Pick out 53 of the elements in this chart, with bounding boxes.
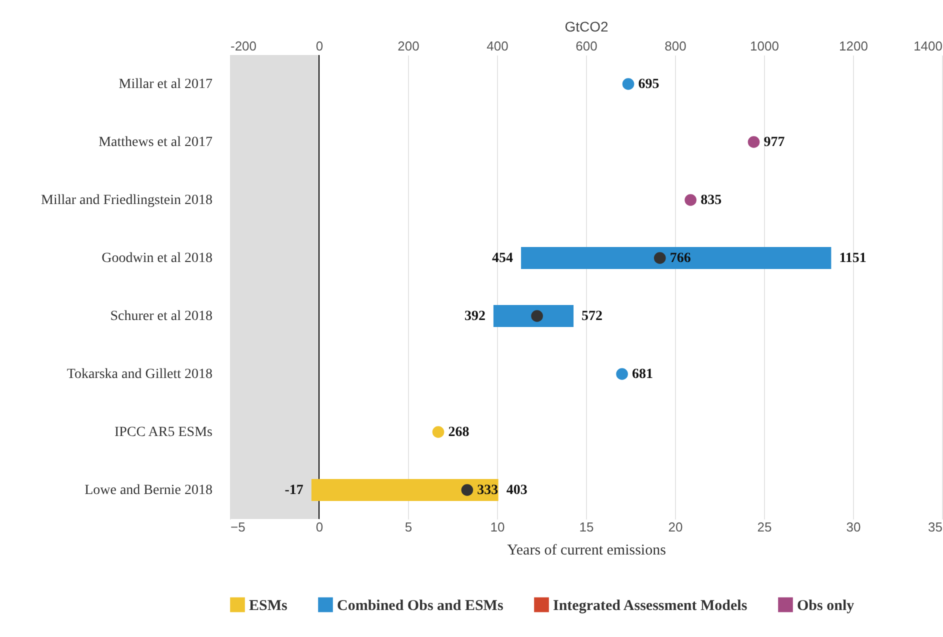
x-tick-label: 800 (664, 38, 686, 54)
x2-tick-label: 30 (846, 520, 861, 534)
y-tick-label: Tokarska and Gillett 2018 (66, 367, 212, 382)
x2-tick-label: 35 (928, 520, 942, 534)
x2-axis-title: Years of current emissions (507, 542, 666, 558)
point (616, 368, 628, 380)
data-label: 977 (764, 135, 785, 150)
legend-label: Combined Obs and ESMs (337, 598, 504, 614)
y-tick-label: IPCC AR5 ESMs (114, 425, 212, 440)
legend-label: Integrated Assessment Models (553, 598, 748, 614)
annotation: 403 (506, 483, 528, 498)
x-tick-label: 1200 (839, 38, 868, 54)
x-tick-label: 400 (486, 38, 508, 54)
annotation: 454 (492, 251, 514, 266)
x2-tick-label: 15 (579, 520, 594, 534)
point (461, 484, 474, 496)
x-tick-label: 200 (398, 38, 420, 54)
x-tick-label: 600 (576, 38, 598, 54)
annotation: 1151 (839, 251, 866, 266)
point (748, 136, 760, 148)
annotation: 392 (464, 309, 486, 324)
legend-label: ESMs (249, 598, 288, 614)
x2-tick-label: 0 (316, 520, 324, 534)
point (654, 252, 666, 264)
data-label: 766 (670, 251, 691, 266)
y-tick-label: Matthews et al 2017 (98, 135, 212, 150)
x-tick-label: -200 (230, 38, 257, 54)
point (622, 78, 634, 90)
x2-tick-label: 20 (668, 520, 683, 534)
x2-tick-label: 25 (757, 520, 772, 534)
x-tick-label: 1400 (914, 38, 942, 54)
x2-tick-label: 10 (490, 520, 505, 534)
y-tick-label: Millar et al 2017 (118, 77, 212, 92)
x-tick-label: 0 (316, 38, 324, 54)
x2-tick-label: 5 (404, 520, 412, 534)
y-tick-label: Millar and Friedlingstein 2018 (41, 193, 212, 208)
annotation: 572 (582, 309, 603, 324)
x-tick-label: 1000 (750, 38, 779, 54)
y-tick-label: Goodwin et al 2018 (102, 251, 212, 266)
data-label: 695 (638, 77, 660, 92)
data-label: 835 (700, 193, 722, 208)
point (684, 194, 696, 206)
data-label: 333 (477, 483, 498, 498)
point (432, 426, 444, 438)
data-label: 681 (632, 367, 654, 382)
legend-label: Obs only (797, 598, 855, 614)
point (531, 310, 543, 322)
annotation: -17 (284, 483, 304, 498)
y-tick-label: Schurer et al 2018 (110, 309, 212, 324)
y-tick-label: Lowe and Bernie 2018 (84, 483, 212, 498)
x-axis-title: GtCO2 (564, 18, 608, 34)
data-label: 268 (448, 425, 470, 440)
x2-tick-label: −5 (230, 520, 246, 534)
